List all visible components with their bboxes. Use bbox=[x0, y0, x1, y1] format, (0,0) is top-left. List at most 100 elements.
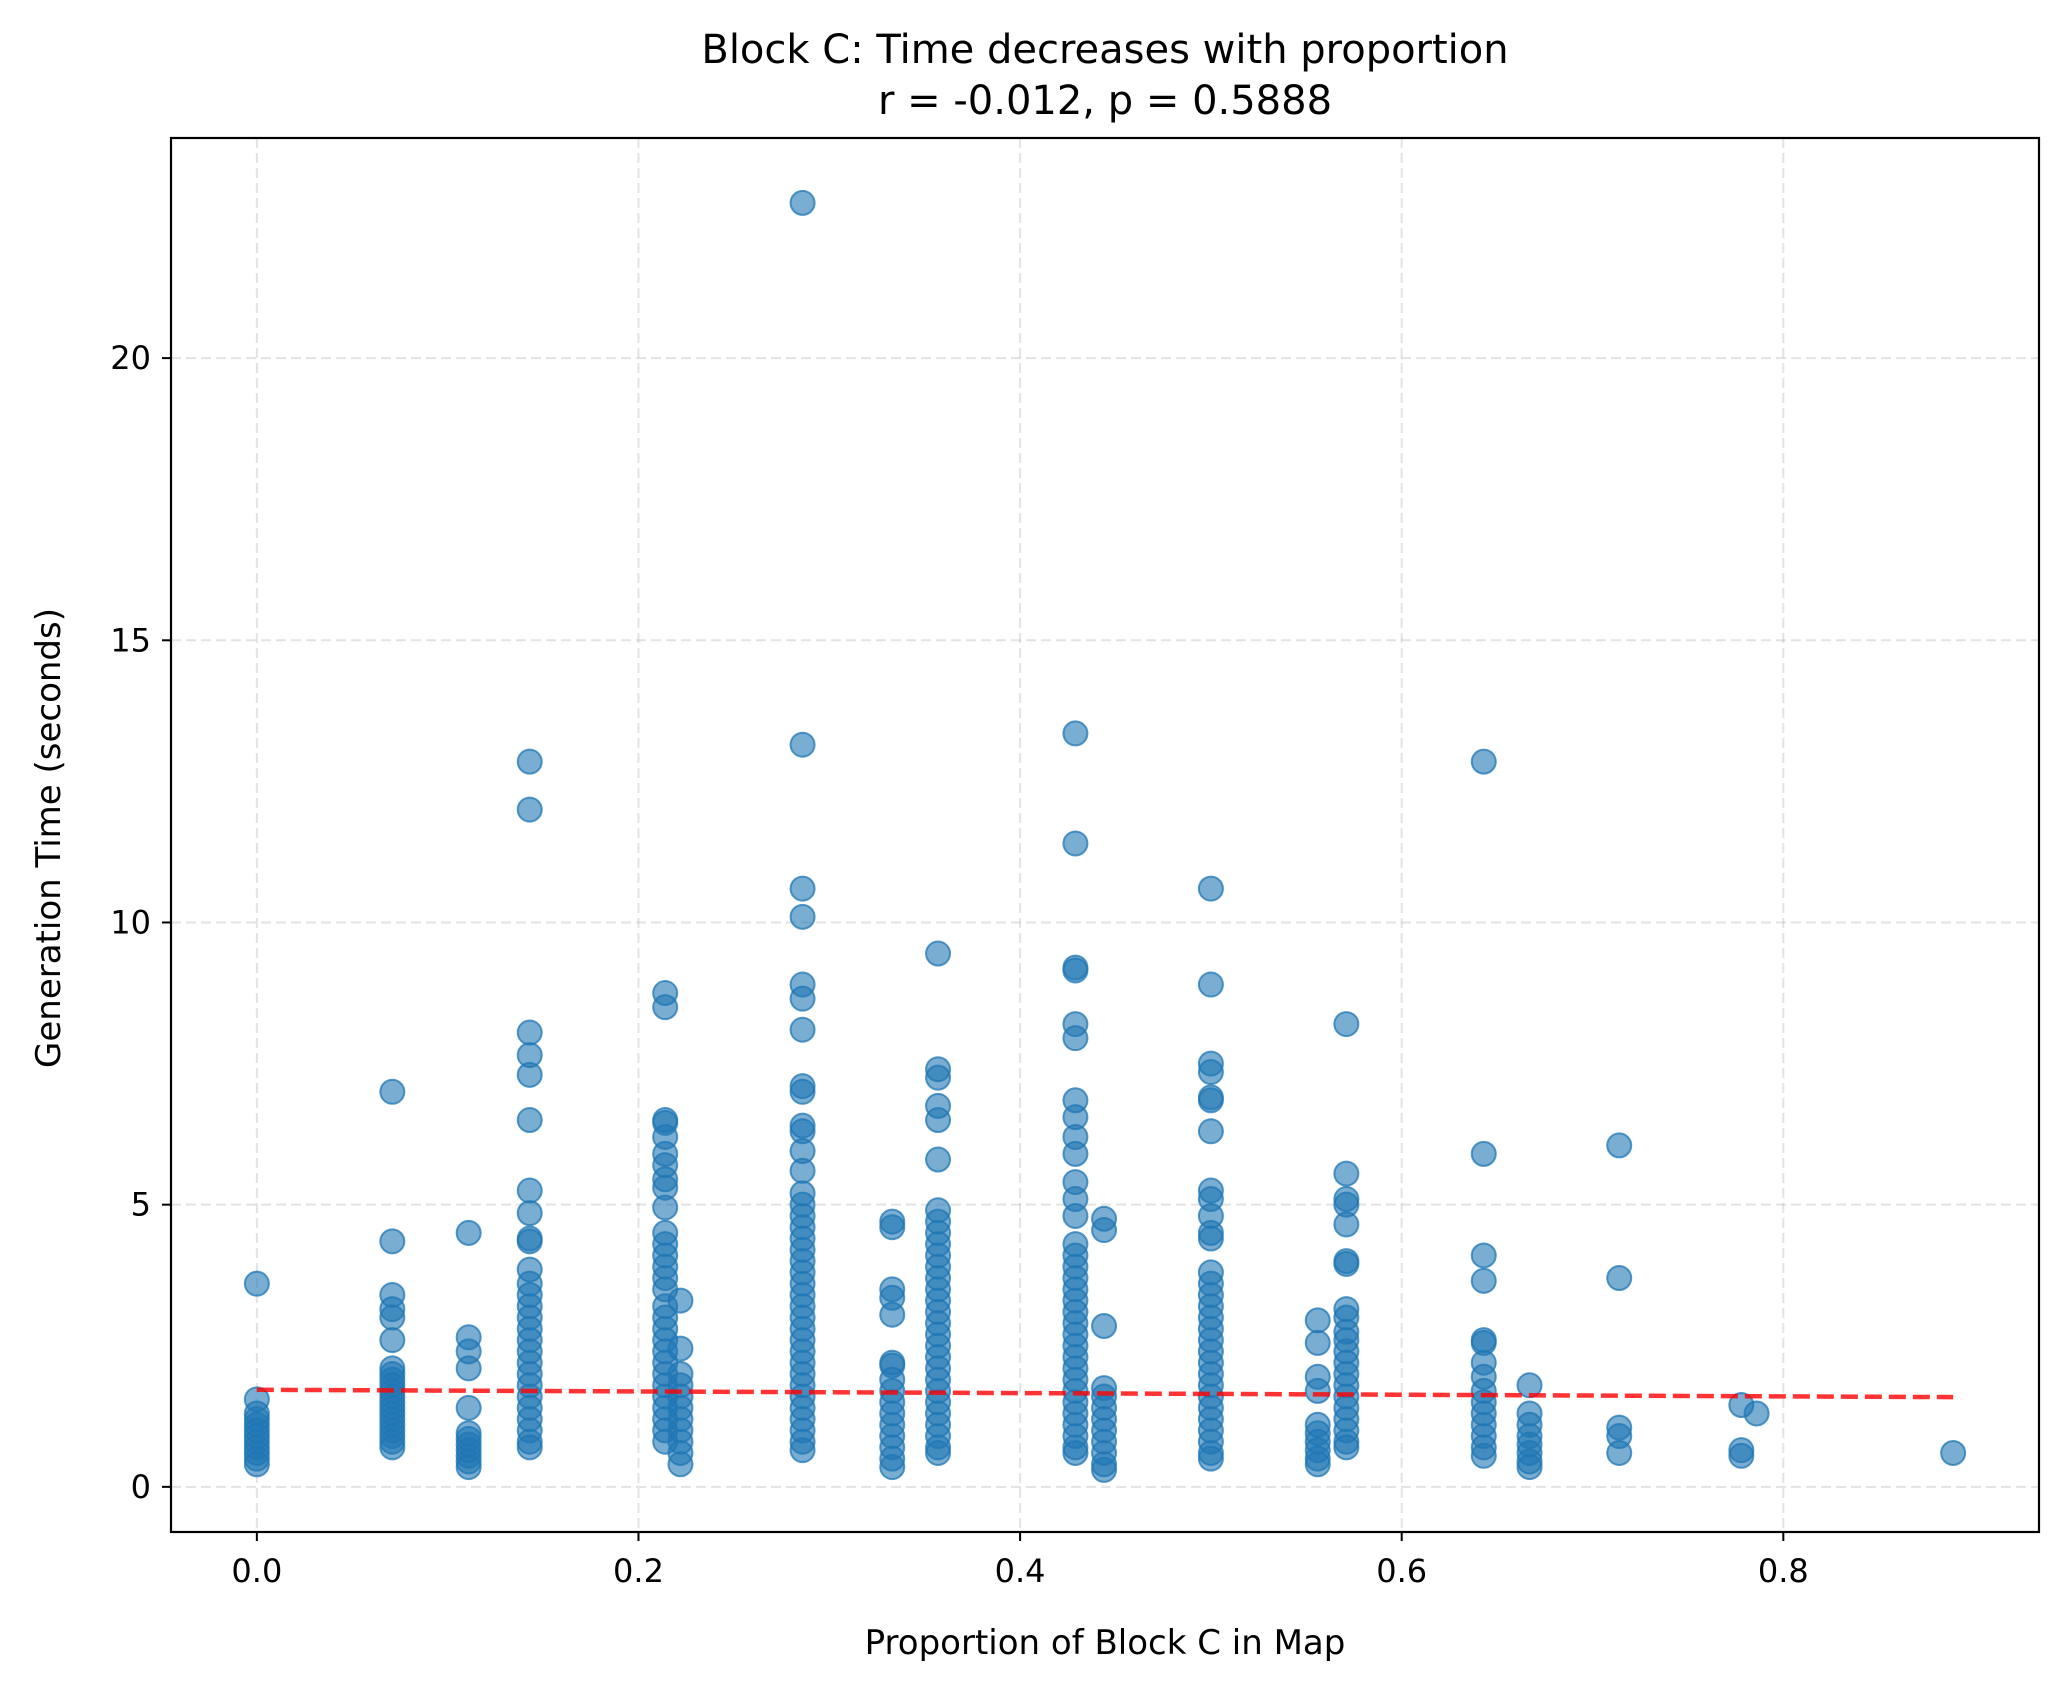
data-point bbox=[455, 1219, 482, 1246]
data-point bbox=[667, 1451, 694, 1478]
data-point bbox=[789, 985, 816, 1012]
data-point bbox=[789, 189, 816, 216]
y-tick-label: 15 bbox=[110, 621, 151, 659]
data-point bbox=[1606, 1132, 1633, 1159]
data-point bbox=[1333, 1434, 1360, 1461]
data-point bbox=[379, 1228, 406, 1255]
data-point bbox=[1470, 1267, 1497, 1294]
data-point bbox=[925, 1146, 952, 1173]
data-point bbox=[1091, 1456, 1118, 1483]
data-point bbox=[652, 994, 679, 1021]
data-point bbox=[789, 875, 816, 902]
data-point bbox=[1197, 1225, 1224, 1252]
data-point bbox=[1062, 1439, 1089, 1466]
data-point bbox=[1091, 1217, 1118, 1244]
data-point bbox=[243, 1270, 270, 1297]
data-point bbox=[243, 1451, 270, 1478]
data-point bbox=[667, 1287, 694, 1314]
data-point bbox=[516, 748, 543, 775]
data-point bbox=[379, 1304, 406, 1331]
x-tick-label: 0.8 bbox=[1758, 1552, 1809, 1590]
x-tick-label: 0.0 bbox=[231, 1552, 282, 1590]
y-tick-label: 10 bbox=[110, 903, 151, 941]
data-point bbox=[516, 1107, 543, 1134]
data-point bbox=[1743, 1400, 1770, 1427]
data-point bbox=[789, 903, 816, 930]
data-point bbox=[1304, 1329, 1331, 1356]
data-point bbox=[516, 1061, 543, 1088]
data-point bbox=[879, 1454, 906, 1481]
data-point bbox=[1062, 1140, 1089, 1167]
data-point bbox=[1470, 1140, 1497, 1167]
data-point bbox=[1304, 1451, 1331, 1478]
x-tick-label: 0.4 bbox=[995, 1552, 1046, 1590]
data-point bbox=[1333, 1011, 1360, 1038]
data-point bbox=[379, 1327, 406, 1354]
data-point bbox=[789, 1437, 816, 1464]
data-point bbox=[879, 1301, 906, 1328]
data-point bbox=[1091, 1313, 1118, 1340]
data-point bbox=[925, 1439, 952, 1466]
y-axis-ticks: 0 5 10 15 20 bbox=[110, 339, 171, 1506]
data-point bbox=[1062, 957, 1089, 984]
data-point bbox=[1062, 830, 1089, 857]
data-point bbox=[1333, 1211, 1360, 1238]
data-point bbox=[1197, 1118, 1224, 1145]
data-point bbox=[516, 1177, 543, 1204]
x-tick-label: 0.2 bbox=[613, 1552, 664, 1590]
data-point bbox=[1606, 1265, 1633, 1292]
data-point bbox=[1197, 1445, 1224, 1472]
data-point bbox=[789, 1078, 816, 1105]
data-point bbox=[1333, 1160, 1360, 1187]
data-point bbox=[1197, 875, 1224, 902]
data-point bbox=[879, 1214, 906, 1241]
data-point bbox=[516, 1200, 543, 1227]
data-point bbox=[925, 940, 952, 967]
data-point bbox=[1470, 1442, 1497, 1469]
data-point bbox=[1728, 1442, 1755, 1469]
data-point bbox=[1606, 1439, 1633, 1466]
y-tick-label: 20 bbox=[110, 339, 151, 377]
data-point bbox=[516, 1019, 543, 1046]
y-tick-label: 0 bbox=[131, 1468, 151, 1506]
data-point bbox=[1470, 748, 1497, 775]
data-point bbox=[1197, 1087, 1224, 1114]
data-point bbox=[516, 1228, 543, 1255]
data-point bbox=[1197, 1059, 1224, 1086]
data-point bbox=[1940, 1439, 1967, 1466]
trend-line bbox=[256, 1387, 1954, 1400]
trend-line-layer bbox=[256, 1387, 1954, 1400]
chart-title: Block C: Time decreases with proportion bbox=[701, 27, 1508, 73]
data-point bbox=[1062, 1202, 1089, 1229]
data-point bbox=[379, 1434, 406, 1461]
data-point bbox=[1304, 1377, 1331, 1404]
data-point bbox=[1197, 971, 1224, 998]
plot-area-frame bbox=[169, 136, 2041, 1534]
x-tick-label: 0.6 bbox=[1376, 1552, 1427, 1590]
chart-subtitle: r = -0.012, p = 0.5888 bbox=[878, 78, 1332, 124]
data-point bbox=[652, 1194, 679, 1221]
data-point bbox=[455, 1355, 482, 1382]
data-point bbox=[455, 1394, 482, 1421]
grid-lines bbox=[171, 138, 2039, 1532]
data-point bbox=[789, 731, 816, 758]
data-point bbox=[1062, 720, 1089, 747]
data-point bbox=[516, 1434, 543, 1461]
x-axis-label: Proportion of Block C in Map bbox=[865, 1623, 1346, 1663]
data-point bbox=[1062, 1025, 1089, 1052]
data-point bbox=[1304, 1307, 1331, 1334]
data-point bbox=[789, 1157, 816, 1184]
y-axis-label: Generation Time (seconds) bbox=[29, 608, 69, 1068]
data-point bbox=[925, 1064, 952, 1091]
data-point bbox=[1333, 1250, 1360, 1277]
y-tick-label: 5 bbox=[131, 1186, 151, 1224]
data-points bbox=[243, 189, 1967, 1483]
x-axis-ticks: 0.0 0.2 0.4 0.6 0.8 bbox=[231, 1532, 1809, 1590]
data-point bbox=[925, 1107, 952, 1134]
data-point bbox=[1516, 1454, 1543, 1481]
data-point bbox=[667, 1335, 694, 1362]
data-point bbox=[789, 1016, 816, 1043]
